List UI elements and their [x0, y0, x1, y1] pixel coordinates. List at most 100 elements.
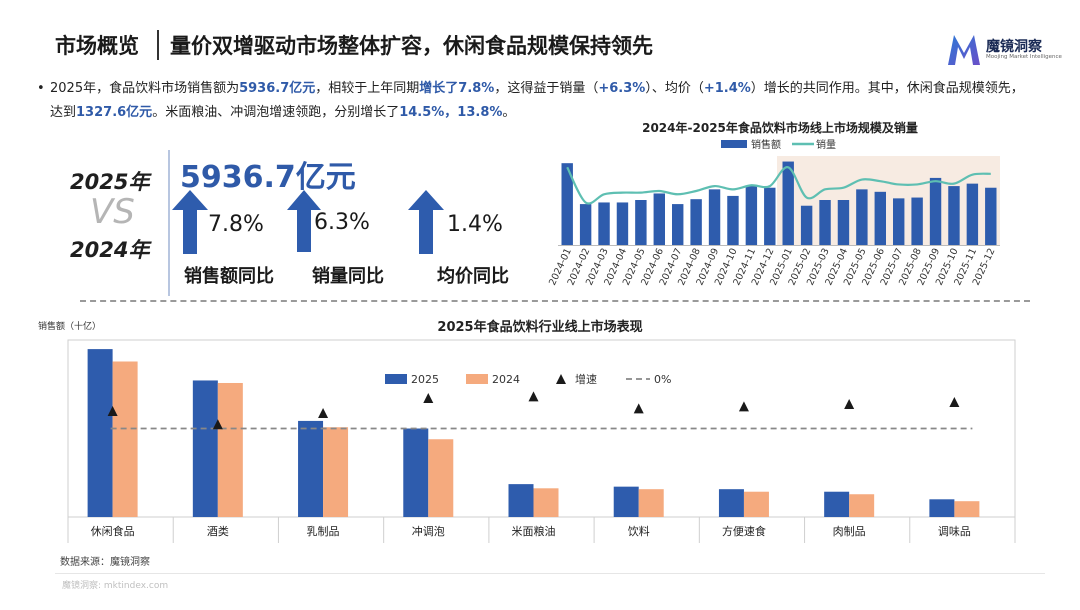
brand-logo-icon [948, 35, 980, 65]
summary-highlight: 增长了7.8% [419, 81, 495, 96]
data-source: 数据来源：魔镜洞察 [60, 557, 150, 568]
brand-tagline: Moojing Market Intelligence [986, 54, 1062, 60]
watermark: 魔镜洞察: mktindex.com [62, 581, 169, 591]
price-yoy-label: 均价同比 [437, 266, 509, 287]
volume-line [566, 166, 991, 205]
page-subtitle: 量价双增驱动市场整体扩容，休闲食品规模保持领先 [170, 34, 653, 58]
year-2024-label: 2024年 [70, 238, 150, 262]
sales-yoy-label: 销售额同比 [184, 266, 274, 287]
bar-2024-11 [745, 186, 758, 245]
bar-2024-07 [671, 204, 684, 245]
legend-swatch-sales [721, 140, 747, 148]
highlight-region-2025 [777, 156, 1000, 245]
monthly-sales-chart: 销售额 销量2024-012024-022024-032024-042024-05… [547, 138, 1000, 287]
bar-2025-冲调泡 [403, 428, 429, 517]
bar-2025-调味品 [929, 499, 955, 517]
summary-segment: 。 [502, 105, 516, 120]
summary-segment: ，相较于上年同期 [315, 81, 420, 96]
summary-highlight: 5936.7亿元 [239, 81, 316, 96]
growth-marker-饮料 [633, 403, 644, 414]
summary-segment: ，这得益于销量（ [494, 81, 599, 96]
bar-2025-09 [929, 177, 942, 245]
summary-highlight: 14.5%，13.8% [399, 105, 503, 120]
summary-segment: ）、均价（ [645, 81, 704, 96]
legend-swatch-2025 [385, 374, 407, 384]
x-tick-饮料: 饮料 [628, 524, 650, 538]
summary-bullet: • [37, 81, 45, 96]
bar-2024-10 [727, 195, 739, 245]
x-tick-冲调泡: 冲调泡 [412, 524, 445, 538]
total-sales-value: 5936.7亿元 [180, 160, 356, 195]
x-tick-方便速食: 方便速食 [722, 524, 766, 538]
bar-2024-09 [708, 189, 721, 245]
bar-2024-米面粮油 [533, 488, 559, 517]
x-tick-乳制品: 乳制品 [307, 525, 340, 538]
legend-swatch-growth [556, 374, 566, 384]
growth-marker-乳制品 [318, 408, 329, 419]
summary-highlight: 1327.6亿元 [76, 105, 153, 120]
summary-highlight: +6.3% [598, 81, 646, 96]
legend-label-sales: 销售额 [751, 138, 781, 151]
bar-2025-02 [800, 205, 813, 245]
growth-marker-酒类 [212, 419, 223, 430]
bar-2025-12 [985, 187, 997, 245]
brand-name: 魔镜洞察 [986, 39, 1042, 55]
bar-2024-01 [561, 163, 573, 245]
summary-paragraph: • 2025年，食品饮料市场销售额为5936.7亿元，相较于上年同期增长了7.8… [37, 77, 1030, 125]
x-tick-调味品: 调味品 [938, 525, 971, 538]
bar-2025-方便速食 [718, 489, 744, 517]
bar-2025-酒类 [192, 380, 218, 517]
bar-2025-01 [782, 161, 794, 245]
section-divider [80, 300, 1030, 302]
growth-marker-休闲食品 [107, 406, 118, 417]
price-yoy-arrow-icon [408, 190, 444, 254]
growth-marker-米面粮油 [528, 391, 539, 402]
legend-label-volume: 销量 [816, 138, 836, 151]
year-2025-label: 2025年 [70, 170, 150, 194]
bar-2025-饮料 [613, 486, 639, 517]
legend-label-2025: 2025 [411, 373, 439, 386]
bar-2024-乳制品 [323, 427, 349, 517]
kpi-divider [168, 150, 170, 296]
bar-2025-米面粮油 [508, 484, 534, 517]
bar-2025-休闲食品 [87, 349, 113, 517]
title-divider [157, 30, 159, 60]
bar-2024-12 [764, 187, 776, 245]
summary-segment: ）增长的共同作用。其中，休闲食品规模领先，达到 [50, 81, 1024, 120]
bar-2024-03 [598, 202, 610, 245]
growth-marker-方便速食 [738, 401, 749, 412]
bar-2024-肉制品 [849, 494, 875, 517]
bar-2024-饮料 [638, 489, 664, 517]
bar-2024-调味品 [954, 501, 980, 517]
bar-2024-冲调泡 [428, 439, 454, 517]
bar-2025-11 [966, 183, 979, 245]
monthly-chart-title: 2024年-2025年食品饮料市场线上市场规模及销量 [642, 121, 918, 135]
legend-label-2024: 2024 [492, 373, 520, 386]
summary-segment: 。米面粮油、冲调泡增速领跑，分别增长了 [152, 105, 400, 120]
x-tick-酒类: 酒类 [207, 524, 229, 538]
bar-2024-休闲食品 [112, 361, 138, 517]
vs-label: VS [90, 192, 135, 232]
category-chart-title: 2025年食品饮料行业线上市场表现 [437, 320, 643, 335]
volume-yoy-label: 销量同比 [312, 266, 384, 287]
bar-2024-酒类 [217, 382, 243, 517]
bar-2025-08 [911, 197, 923, 245]
growth-marker-调味品 [949, 396, 960, 407]
x-tick-休闲食品: 休闲食品 [91, 524, 135, 538]
growth-marker-冲调泡 [423, 392, 434, 403]
bar-2025-06 [874, 191, 887, 245]
summary-segment: 2025年，食品饮料市场销售额为 [50, 81, 240, 96]
bar-2025-乳制品 [298, 420, 324, 517]
price-yoy-value: 1.4% [447, 212, 503, 237]
bar-2024-06 [653, 193, 666, 245]
bar-2025-04 [837, 200, 850, 245]
footer-line [55, 573, 1045, 574]
sales-yoy-value: 7.8% [208, 212, 264, 237]
volume-yoy-arrow-icon [287, 190, 321, 252]
volume-yoy-value: 6.3% [314, 210, 370, 235]
bar-2024-方便速食 [743, 491, 769, 517]
legend-label-zero: 0% [654, 373, 671, 386]
summary-text: 2025年，食品饮料市场销售额为5936.7亿元，相较于上年同期增长了7.8%，… [50, 81, 1024, 120]
bar-2024-04 [616, 202, 629, 245]
legend-swatch-2024 [466, 374, 488, 384]
